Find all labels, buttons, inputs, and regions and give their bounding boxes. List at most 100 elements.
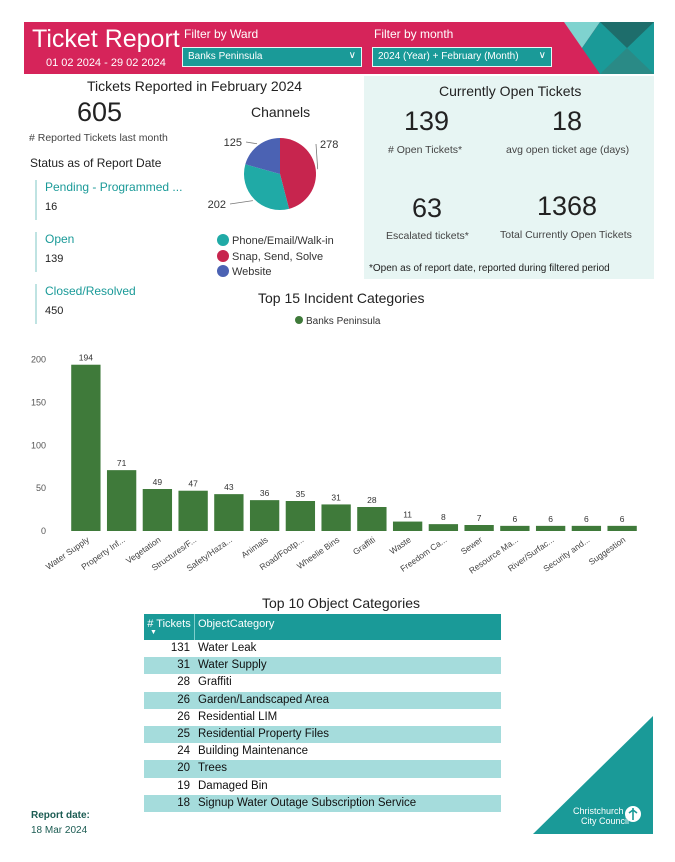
bar-value-label: 6 (513, 514, 518, 524)
object-category-cell: Water Leak (198, 642, 257, 654)
bar[interactable] (428, 524, 459, 531)
report-header: Ticket Report 01 02 2024 - 29 02 2024 Fi… (24, 22, 654, 74)
bar[interactable] (535, 525, 566, 531)
total-open-count: 1368 (537, 191, 598, 221)
bar[interactable] (249, 500, 280, 531)
y-tick-label: 100 (31, 440, 46, 450)
object-category-cell: Signup Water Outage Subscription Service (198, 796, 417, 809)
column-header-tickets[interactable]: # Tickets (147, 618, 191, 630)
ticket-count-cell: 26 (177, 710, 190, 723)
legend-label: Snap, Send, Solve (232, 251, 324, 263)
ticket-count-cell: 25 (177, 727, 190, 740)
table-row[interactable]: 131 Water Leak (144, 640, 501, 657)
table-row[interactable]: 31 Water Supply (144, 657, 501, 675)
chart-legend: Banks Peninsula (295, 316, 381, 327)
y-tick-label: 0 (41, 526, 46, 536)
table-row[interactable]: 18 Signup Water Outage Subscription Servi… (144, 794, 501, 812)
chevron-down-icon: ∨ (348, 50, 356, 61)
legend-label: Website (232, 266, 272, 278)
ticket-count-cell: 20 (177, 762, 190, 775)
bar[interactable] (357, 507, 387, 531)
open-tickets-panel: Currently Open Tickets 139 # Open Ticket… (364, 76, 654, 279)
bar[interactable] (71, 364, 101, 531)
ticket-count-cell: 19 (177, 779, 190, 792)
legend-item: Website (217, 265, 272, 278)
total-open-label: Total Currently Open Tickets (500, 229, 632, 241)
legend-dot (217, 234, 229, 246)
bar-value-label: 31 (331, 492, 341, 502)
month-filter-label: Filter by month (374, 27, 454, 41)
report-date-label: Report date: (31, 810, 90, 821)
status-value: 139 (45, 253, 64, 265)
x-tick-label: Sewer (459, 534, 485, 556)
bar[interactable] (607, 525, 637, 531)
status-heading: Status as of Report Date (30, 156, 162, 170)
bar[interactable] (285, 501, 316, 531)
bar[interactable] (142, 489, 173, 531)
bar-value-label: 71 (117, 458, 127, 468)
channels-pie-chart: 278 202 125 (208, 137, 339, 211)
bar-value-label: 49 (153, 477, 163, 487)
y-tick-label: 200 (31, 355, 46, 365)
bar[interactable] (500, 525, 530, 531)
column-divider (194, 614, 195, 640)
table-row[interactable]: 28 Graffiti (144, 674, 501, 691)
legend-dot (217, 265, 229, 277)
table-row[interactable]: 24 Building Maintenance (144, 743, 501, 760)
reported-count: 605 (77, 97, 123, 127)
header-decoration (564, 22, 654, 74)
object-category-cell: Garden/Landscaped Area (198, 693, 330, 706)
ticket-count-cell: 24 (177, 745, 190, 758)
table-row[interactable]: 20 Trees (144, 760, 501, 778)
report-title: Ticket Report (32, 25, 180, 53)
ticket-count-cell: 31 (177, 659, 190, 672)
bar[interactable] (321, 504, 351, 531)
table-row[interactable]: 25 Residential Property Files (144, 725, 501, 744)
object-category-cell: Residential Property Files (198, 727, 330, 740)
table-row[interactable]: 26 Garden/Landscaped Area (144, 691, 501, 709)
pie-leader-line (315, 143, 319, 170)
x-tick-label: Animals (239, 534, 270, 560)
ward-filter-dropdown[interactable]: Banks Peninsula ∨ (182, 47, 362, 67)
bar-value-label: 8 (441, 512, 446, 522)
bar[interactable] (464, 525, 494, 531)
bar-value-label: 6 (620, 514, 625, 524)
object-category-table: # Tickets ▼ ObjectCategory 131 Water Leak… (144, 614, 501, 812)
sort-down-icon[interactable]: ▼ (150, 629, 157, 636)
object-category-cell: Trees (198, 762, 227, 775)
status-item-closed: Closed/Resolved 450 (35, 284, 205, 324)
month-filter-dropdown[interactable]: 2024 (Year) + February (Month) ∨ (372, 47, 552, 67)
bar[interactable] (106, 470, 137, 531)
object-category-cell: Building Maintenance (198, 745, 308, 758)
date-range: 01 02 2024 - 29 02 2024 (46, 57, 166, 69)
bar-value-label: 6 (548, 514, 553, 524)
chart-legend-label: Banks Peninsula (306, 316, 381, 327)
object-category-cell: Water Supply (198, 659, 267, 672)
bar-value-label: 7 (477, 513, 482, 523)
ticket-count-cell: 28 (177, 676, 190, 689)
bar-value-label: 6 (584, 514, 589, 524)
pie-slice (245, 138, 280, 174)
column-header-category[interactable]: ObjectCategory (198, 618, 275, 630)
bar-value-label: 36 (260, 488, 270, 498)
x-tick-label: Graffiti (351, 534, 377, 557)
table-row[interactable]: 26 Residential LIM (144, 709, 501, 726)
object-table-heading: Top 10 Object Categories (262, 595, 420, 611)
status-value: 16 (45, 201, 58, 213)
bar[interactable] (214, 494, 244, 531)
ticket-count-cell: 18 (177, 796, 190, 809)
ticket-count-cell: 131 (170, 642, 190, 654)
bar[interactable] (392, 521, 423, 531)
status-item-open: Open 139 (35, 232, 205, 272)
bar[interactable] (178, 490, 208, 531)
table-header: # Tickets ▼ ObjectCategory (144, 614, 501, 640)
escalated-count: 63 (412, 193, 443, 223)
table-row[interactable]: 19 Damaged Bin (144, 778, 501, 795)
incident-chart-title: Top 15 Incident Categories (258, 290, 425, 306)
bar-value-label: 28 (367, 495, 377, 505)
avg-age-label: avg open ticket age (days) (506, 144, 630, 156)
legend-dot (217, 250, 229, 262)
bar[interactable] (571, 525, 602, 531)
reported-count-label: # Reported Tickets last month (29, 132, 168, 144)
ward-filter-label: Filter by Ward (184, 27, 259, 41)
